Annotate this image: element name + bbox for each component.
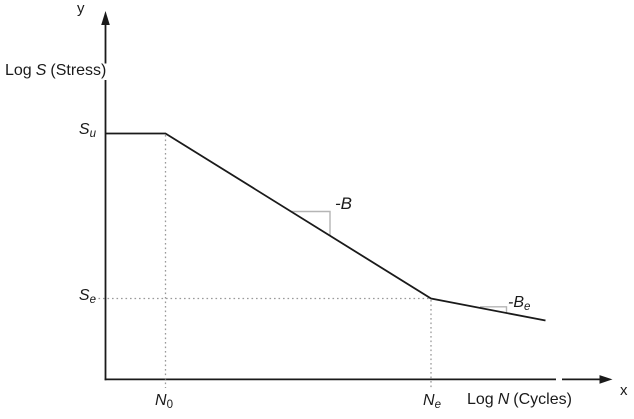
slope-b-label: -B <box>335 195 352 214</box>
x-axis-title-var: N <box>497 391 510 408</box>
y-axis-title-word: Log <box>5 62 32 79</box>
slope-triangle-b <box>290 210 331 236</box>
ne-label: Ne <box>414 392 450 411</box>
slope-be-symbol: B <box>513 294 524 311</box>
y-axis-title-var: S <box>35 62 47 79</box>
slope-be-subscript: e <box>524 300 531 313</box>
x-axis-title-word: Log <box>467 391 494 408</box>
n0-symbol: N <box>155 392 167 409</box>
su-subscript: u <box>89 127 96 140</box>
se-symbol: S <box>78 287 90 304</box>
su-symbol: S <box>78 121 90 138</box>
slope-triangle-be <box>480 306 508 313</box>
slope-b-symbol: B <box>340 194 353 213</box>
ne-symbol: N <box>423 392 435 409</box>
y-axis-title-paren: (Stress) <box>50 62 107 79</box>
se-subscript: e <box>89 293 96 306</box>
x-axis-arrowhead-icon <box>599 375 613 384</box>
x-axis-title-paren: (Cycles) <box>513 391 572 408</box>
sn-curve-polyline <box>105 132 546 322</box>
x-arrow-label: x <box>620 382 628 399</box>
su-label: Su <box>56 121 96 140</box>
slope-be-label: -Be <box>508 294 530 313</box>
n0-label: N0 <box>146 392 182 411</box>
se-label: Se <box>56 287 96 306</box>
y-axis-arrowhead-icon <box>101 11 110 25</box>
n0-subscript: 0 <box>166 398 173 411</box>
y-arrow-label: y <box>77 0 85 17</box>
ne-subscript: e <box>434 398 441 411</box>
x-axis-title: Log N (Cycles) <box>467 391 572 409</box>
slope-be-sign: - <box>508 294 514 311</box>
y-axis-title: Log S (Stress) <box>5 62 106 80</box>
slope-b-sign: - <box>335 194 341 213</box>
